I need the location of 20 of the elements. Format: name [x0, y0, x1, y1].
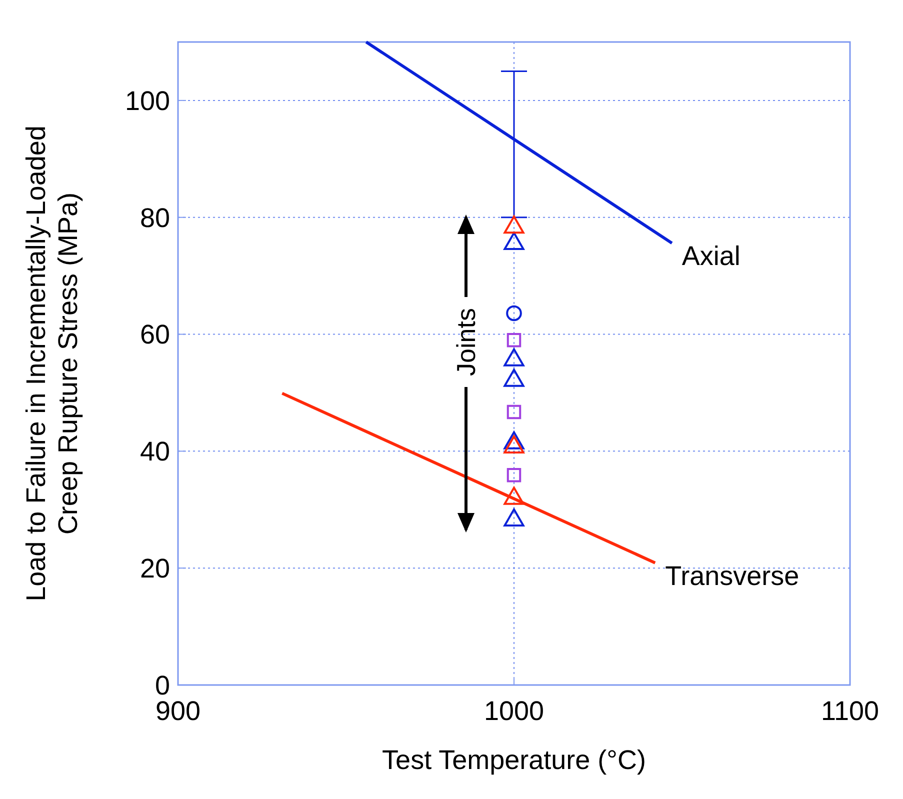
series-label: Axial [682, 241, 740, 272]
y-tick-label: 20 [140, 554, 170, 584]
y-tick-label: 100 [124, 86, 170, 116]
y-tick-label: 60 [140, 320, 170, 350]
point [504, 435, 524, 454]
point [504, 348, 524, 366]
y-tick-label: 80 [140, 202, 170, 233]
y-tick-label: 40 [140, 436, 170, 467]
point [504, 486, 524, 505]
point [504, 232, 524, 250]
point [504, 216, 524, 234]
point [504, 368, 524, 387]
annotation: Joints [451, 308, 482, 376]
series-label: Transverse [665, 560, 800, 591]
point [504, 431, 524, 450]
x-tick-label: 1100 [820, 696, 880, 726]
x-axis-title: Test Temperature (°C) [382, 745, 646, 775]
point [504, 508, 524, 527]
y-axis-title: Load to Failure in Incrementally-Loaded Creep Rupture Stress (MPa) [21, 126, 83, 602]
x-tick-label: 1000 [484, 696, 544, 726]
